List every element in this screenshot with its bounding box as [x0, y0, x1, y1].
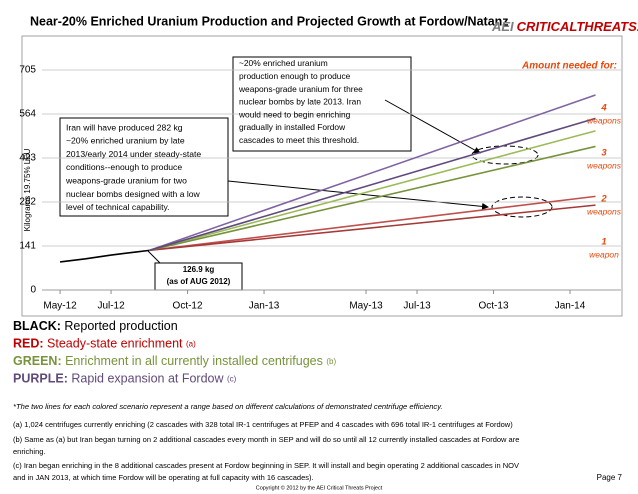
series-line	[149, 94, 596, 252]
overlay: Near-20% Enriched Uranium Production and…	[13, 14, 638, 491]
highlight-ellipse	[491, 196, 553, 218]
annotation-line: (as of AUG 2012)	[167, 277, 231, 286]
legend-label: Enrichment in all currently installed ce…	[62, 354, 327, 368]
series-line	[59, 249, 150, 263]
annotation-line: 2013/early 2014 under steady-state	[66, 149, 201, 159]
y-tick-label: 0	[30, 285, 36, 296]
legend-item: GREEN: Enrichment in all currently insta…	[13, 354, 336, 368]
highlight-ellipse	[471, 145, 539, 165]
callout-box	[154, 262, 243, 291]
y-tick-label: 282	[19, 197, 36, 208]
annotation-line: 126.9 kg	[183, 265, 215, 274]
note: (a) 1,024 centrifuges currently enrichin…	[13, 420, 513, 429]
threshold-count: 4	[600, 103, 607, 114]
footnote: *The two lines for each colored scenario…	[13, 402, 443, 411]
y-axis-label: Kilograms 19.75% LEU	[23, 148, 32, 231]
annotation-line: gradually in installed Fordow	[239, 122, 346, 132]
annotation-line: production enough to produce	[239, 71, 351, 81]
threshold-unit: weapon	[589, 249, 619, 259]
annotation-line: weapons-grade uranium for three	[238, 84, 363, 94]
legend-key: RED:	[13, 337, 44, 351]
threshold-count: 3	[601, 148, 607, 159]
chart-title: Near-20% Enriched Uranium Production and…	[30, 14, 509, 28]
legend-label: Steady-state enrichment	[44, 337, 186, 351]
note: enriching.	[13, 447, 46, 456]
legend-key: PURPLE:	[13, 372, 68, 386]
annotation-line: would need to begin enriching	[238, 109, 351, 119]
legend-item: BLACK: Reported production	[13, 319, 178, 333]
legend-key: BLACK:	[13, 319, 61, 333]
legend-note: (c)	[227, 375, 237, 384]
legend-label: Rapid expansion at Fordow	[68, 372, 227, 386]
callout-box	[59, 117, 229, 217]
legend-note: (a)	[186, 340, 196, 349]
copyright: Copyright © 2012 by the AEI Critical Thr…	[256, 484, 383, 491]
legend-note: (b)	[326, 357, 336, 366]
annotation-line: level of technical capability.	[66, 202, 170, 212]
series-line	[149, 195, 596, 252]
legend-item: RED: Steady-state enrichment (a)	[13, 337, 196, 351]
callout-box	[232, 56, 412, 152]
legend-key: GREEN:	[13, 354, 62, 368]
x-tick-label: Jul-12	[97, 301, 125, 312]
note: (b) Same as (a) but Iran began turning o…	[13, 435, 519, 444]
threshold-header: Amount needed for:	[521, 61, 617, 72]
y-tick-label: 564	[19, 109, 36, 120]
x-tick-label: Jan-13	[249, 301, 280, 312]
threshold-count: 1	[601, 237, 606, 248]
arrow	[384, 99, 481, 154]
annotation-line: ~20% enriched uranium by late	[66, 136, 185, 146]
page-number: Page 7	[597, 473, 623, 482]
y-tick-label: 423	[19, 153, 36, 164]
note: and in JAN 2013, at which time Fordow wi…	[13, 473, 314, 482]
logo-prefix: AEI	[491, 19, 514, 34]
x-tick-label: Oct-12	[173, 301, 203, 312]
y-tick-label: 141	[19, 241, 36, 252]
threshold-unit: weapons	[587, 206, 622, 216]
annotation-line: conditions--enough to produce	[66, 162, 182, 172]
legend-item: PURPLE: Rapid expansion at Fordow (c)	[13, 372, 237, 386]
x-tick-label: May-13	[349, 301, 383, 312]
legend-label: Reported production	[61, 319, 178, 333]
series-line	[149, 145, 596, 252]
series-line	[149, 130, 596, 252]
series-line	[149, 117, 596, 252]
threshold-unit: weapons	[587, 115, 622, 125]
x-tick-label: Jul-13	[403, 301, 431, 312]
logo-name: CRITICALTHREATS.ORG	[517, 19, 638, 34]
chart-frame	[21, 35, 623, 317]
note: (c) Iran began enriching in the 8 additi…	[13, 461, 519, 470]
threshold-unit: weapons	[587, 160, 622, 170]
annotation-line: nuclear bombs designed with a low	[66, 189, 201, 199]
leader-line	[147, 250, 161, 264]
annotation-line: Iran will have produced 282 kg	[66, 122, 183, 132]
annotation-line: weapons-grade uranium for two	[65, 175, 187, 185]
annotation-line: nuclear bombs by late 2013. Iran	[239, 97, 361, 107]
y-tick-label: 705	[19, 65, 36, 76]
series-line	[149, 204, 596, 252]
x-tick-label: Oct-13	[479, 301, 509, 312]
x-tick-label: Jan-14	[555, 301, 586, 312]
annotation-line: cascades to meet this threshold.	[239, 135, 359, 145]
x-tick-label: May-12	[43, 301, 77, 312]
threshold-count: 2	[600, 194, 607, 205]
annotation-line: ~20% enriched uranium	[239, 58, 328, 68]
